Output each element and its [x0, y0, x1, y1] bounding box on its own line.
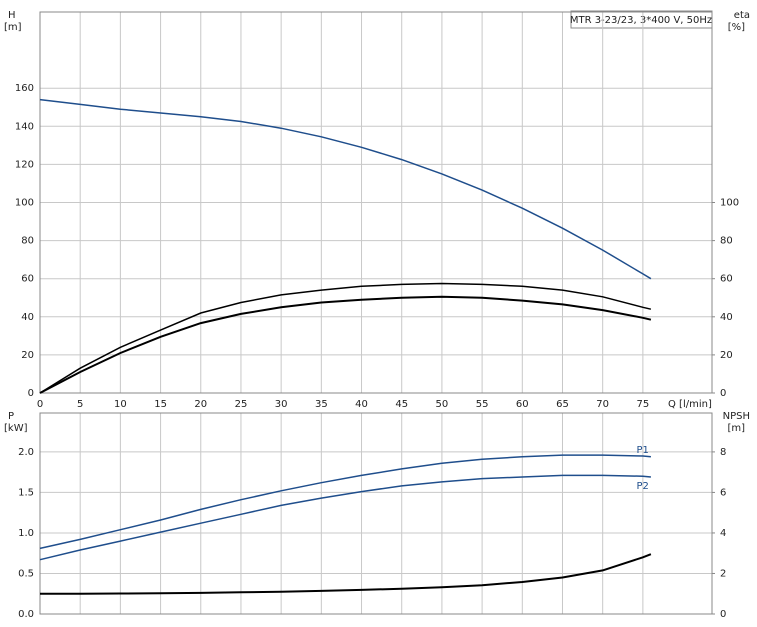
series-line [39, 474, 651, 561]
y2-tick-label: 40 [720, 312, 733, 323]
y-tick-label: 160 [15, 83, 34, 94]
y2-tick-label: 100 [720, 198, 739, 209]
y2-axis-label: NPSH [723, 411, 750, 422]
x-tick-label: 20 [194, 399, 207, 410]
y2-tick-label: 2 [720, 568, 726, 579]
y2-tick-label: 80 [720, 236, 733, 247]
y2-axis-label: eta [734, 10, 750, 21]
x-tick-label: 55 [476, 399, 489, 410]
x-tick-label: 50 [436, 399, 449, 410]
x-tick-label: 15 [154, 399, 167, 410]
y-axis-unit: [kW] [4, 423, 28, 434]
y-tick-label: 120 [15, 159, 34, 170]
x-tick-label: 65 [556, 399, 569, 410]
x-tick-label: 5 [77, 399, 83, 410]
y2-tick-label: 8 [720, 447, 726, 458]
y2-tick-label: 20 [720, 350, 733, 361]
y2-tick-label: 0 [720, 609, 726, 620]
y2-axis-unit: [%] [728, 22, 745, 33]
y-tick-label: 20 [21, 350, 34, 361]
y-tick-label: 100 [15, 198, 34, 209]
x-tick-label: 0 [37, 399, 43, 410]
y-tick-label: 2.0 [18, 447, 34, 458]
y-tick-label: 80 [21, 236, 34, 247]
series-line [39, 282, 652, 394]
series-label: P1 [637, 445, 649, 456]
y2-axis-unit: [m] [727, 423, 745, 434]
x-tick-label: 70 [596, 399, 609, 410]
y2-tick-label: 0 [720, 388, 726, 399]
x-tick-label: 60 [516, 399, 529, 410]
plot-frame [39, 412, 713, 615]
y2-tick-label: 60 [720, 274, 733, 285]
y-tick-label: 0.5 [18, 568, 34, 579]
x-tick-label: 30 [275, 399, 288, 410]
x-tick-label: 40 [355, 399, 368, 410]
y2-tick-label: 4 [720, 528, 726, 539]
x-tick-label: 35 [315, 399, 328, 410]
x-tick-label: 45 [395, 399, 408, 410]
y-tick-label: 0 [28, 388, 34, 399]
chart-title: MTR 3-23/23, 3*400 V, 50Hz [570, 15, 712, 26]
series-line [39, 295, 652, 394]
y-tick-label: 60 [21, 274, 34, 285]
y-axis-label: H [8, 10, 16, 21]
series-line [39, 98, 652, 280]
x-tick-label: 75 [637, 399, 650, 410]
x-axis-label: Q [l/min] [668, 399, 712, 410]
y-tick-label: 1.5 [18, 487, 34, 498]
y-tick-label: 1.0 [18, 528, 34, 539]
y-axis-label: P [8, 411, 14, 422]
series-line [39, 454, 651, 550]
series-line [40, 553, 652, 595]
y-tick-label: 40 [21, 312, 34, 323]
y-axis-unit: [m] [4, 22, 22, 33]
x-tick-label: 10 [114, 399, 127, 410]
series-label: P2 [637, 481, 649, 492]
y-tick-label: 140 [15, 121, 34, 132]
x-tick-label: 25 [235, 399, 248, 410]
y-tick-label: 0.0 [18, 609, 34, 620]
y2-tick-label: 6 [720, 487, 726, 498]
plot-frame [39, 11, 713, 394]
